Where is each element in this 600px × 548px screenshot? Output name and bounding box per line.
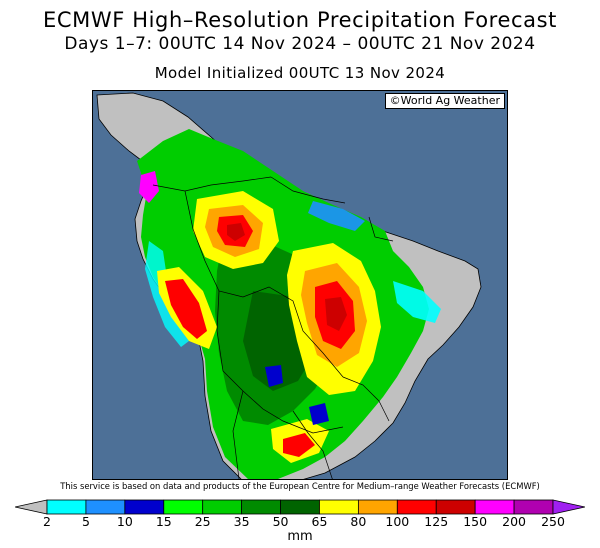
precip-15mm-blue-2: [309, 403, 329, 425]
colorbar-cell: [280, 499, 320, 515]
colorbar-tick-label: 25: [194, 514, 211, 529]
country-borders: [152, 176, 394, 479]
colorbar-tick-label: 50: [272, 514, 289, 529]
colorbar-cell: [85, 499, 126, 515]
forecast-period: Days 1–7: 00UTC 14 Nov 2024 – 00UTC 21 N…: [64, 34, 536, 54]
colorbar-tick-labels: 2 5 10 15 25 35 50 65 80 100 125 150 200 250: [0, 514, 600, 530]
colorbar-cell: [46, 499, 87, 515]
colorbar-below-arrow: [15, 499, 48, 515]
precip-100mm-south: [283, 433, 315, 457]
precip-100mm-peru: [165, 279, 207, 339]
colorbar-tick-label: 80: [350, 514, 367, 529]
colorbar-tick-label: 2: [43, 514, 51, 529]
colorbar-tick-label: 125: [424, 514, 449, 529]
precipitation-map: ©World Ag Weather: [92, 90, 508, 480]
colorbar-tick-label: 5: [81, 514, 90, 529]
precip-15mm-blue: [265, 365, 283, 387]
units-label: mm: [287, 529, 313, 544]
model-init-time: Model Initialized 00UTC 13 Nov 2024: [154, 64, 446, 82]
colorbar-tick-label: 15: [155, 514, 172, 529]
colorbar-tick-label: 250: [541, 514, 565, 529]
colorbar-cell: [319, 499, 359, 515]
colorbar-cell: [241, 499, 281, 515]
colorbar-cell: [435, 499, 476, 515]
colorbar-cell: [202, 499, 243, 515]
colorbar-tick-label: 100: [385, 514, 410, 529]
colorbar-tick-label: 150: [463, 514, 488, 529]
credit-label: ©World Ag Weather: [384, 93, 505, 109]
precip-200mm-colombia: [139, 171, 159, 203]
colorbar-cell: [163, 499, 204, 515]
colorbar-cell: [124, 499, 165, 515]
precip-150mm-west: [227, 223, 245, 241]
colorbar-cell: [513, 499, 554, 515]
colorbar-cell: [396, 499, 437, 515]
map-title: ECMWF High–Resolution Precipitation Fore…: [43, 8, 557, 32]
colorbar-tick-label: 65: [311, 514, 328, 529]
precip-5mm-coast: [308, 201, 365, 231]
precip-2mm-coast: [393, 281, 441, 323]
colorbar-cell: [474, 499, 515, 515]
map-graphic: [96, 92, 482, 479]
colorbar-tick-label: 10: [116, 514, 133, 529]
precip-150mm-central: [325, 297, 347, 331]
colorbar-above-arrow: [552, 499, 585, 515]
colorbar-tick-label: 35: [233, 514, 250, 529]
ecmwf-disclaimer: This service is based on data and produc…: [60, 481, 540, 491]
precip-colorbar: [15, 499, 585, 515]
colorbar-cell: [357, 499, 398, 515]
colorbar-tick-label: 200: [502, 514, 526, 529]
